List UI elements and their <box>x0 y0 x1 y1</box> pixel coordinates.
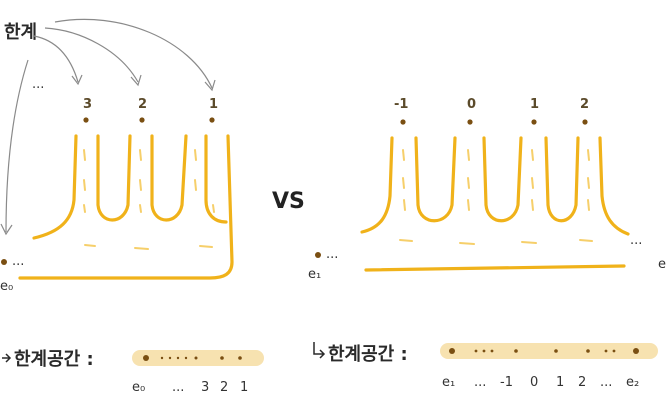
right-boundary-label-m1: -1 <box>500 375 513 390</box>
right-peak-dot <box>467 119 473 125</box>
right-boundary-space: 한계공간 : e₁ ... -1 0 1 2 ... e₂ <box>313 342 658 390</box>
left-boundary-label-1: 1 <box>240 380 248 395</box>
left-base-dot <box>1 259 7 265</box>
left-surface-outline <box>32 134 228 240</box>
left-peak-label-2: 2 <box>138 97 147 112</box>
left-peak-dot <box>139 117 145 123</box>
left-boundary-space: 한계공간 : e₀ ... 3 2 1 <box>2 349 264 395</box>
left-boundary-label-3: 3 <box>201 380 209 395</box>
left-boundary-label-2: 2 <box>220 380 228 395</box>
arrow-head-a <box>71 74 83 86</box>
left-tube-markings <box>83 149 215 250</box>
arrow-to-peak-b <box>44 27 139 83</box>
left-caption-arrow-icon <box>2 353 12 363</box>
arrow-head-base <box>0 223 13 236</box>
right-boundary-caption: 한계공간 : <box>328 344 408 365</box>
left-surface: 한계 ... 3 2 1 <box>0 18 234 294</box>
right-base-line <box>364 264 626 272</box>
annotation-dots: ... <box>32 77 44 92</box>
left-peak-label-1: 1 <box>209 97 218 112</box>
right-boundary-label-dots2: ... <box>600 375 612 390</box>
right-surface: -1 0 1 2 ... e₁ ... e <box>308 97 666 282</box>
right-caption-arrow-icon <box>313 342 326 359</box>
right-left-end-label: e₁ <box>308 267 321 282</box>
arrow-head-b <box>130 74 142 87</box>
right-peak-label-0: 0 <box>467 97 476 112</box>
right-tube-markings <box>399 149 593 245</box>
left-peak-label-3: 3 <box>83 97 92 112</box>
right-boundary-label-2: 2 <box>578 375 586 390</box>
right-surface-outline <box>360 136 630 236</box>
arrow-head-c <box>204 79 216 92</box>
left-boundary-dot <box>143 355 149 361</box>
right-dots-right: ... <box>630 233 642 248</box>
right-peak-label-2: 2 <box>580 97 589 112</box>
left-dots: ... <box>12 254 24 269</box>
left-boundary-caption: 한계공간 : <box>14 349 94 370</box>
right-peak-dot <box>582 119 588 125</box>
right-boundary-highlight <box>440 343 658 359</box>
right-dots-left: ... <box>326 247 338 262</box>
left-boundary-label-dots: ... <box>172 380 184 395</box>
annotation-label: 한계 <box>4 22 37 43</box>
right-boundary-label-dots: ... <box>474 375 486 390</box>
arrow-to-peak-a <box>33 35 79 83</box>
left-peak-dot <box>83 117 89 123</box>
arrow-to-base <box>5 59 29 233</box>
right-peak-dot <box>531 119 537 125</box>
vs-label: VS <box>272 189 305 214</box>
left-outer-boundary <box>18 134 234 280</box>
annotation-arrows <box>0 18 216 236</box>
right-left-end-dot <box>315 252 321 258</box>
right-boundary-label-e1: e₁ <box>442 375 455 390</box>
arrow-to-peak-c <box>54 18 213 89</box>
right-peak-label-m1: -1 <box>394 97 408 112</box>
left-peak-dot <box>209 117 215 123</box>
left-base-label: e₀ <box>0 279 13 294</box>
right-boundary-dot-e1 <box>449 348 455 354</box>
left-boundary-label-e0: e₀ <box>132 380 145 395</box>
right-boundary-label-1: 1 <box>556 375 564 390</box>
right-peak-label-1: 1 <box>530 97 539 112</box>
right-peak-dot <box>400 119 406 125</box>
left-boundary-highlight <box>132 350 264 366</box>
right-boundary-dot-e2 <box>633 348 639 354</box>
right-boundary-label-0: 0 <box>530 375 538 390</box>
right-boundary-label-e2: e₂ <box>626 375 639 390</box>
right-right-end-label: e <box>658 257 666 272</box>
